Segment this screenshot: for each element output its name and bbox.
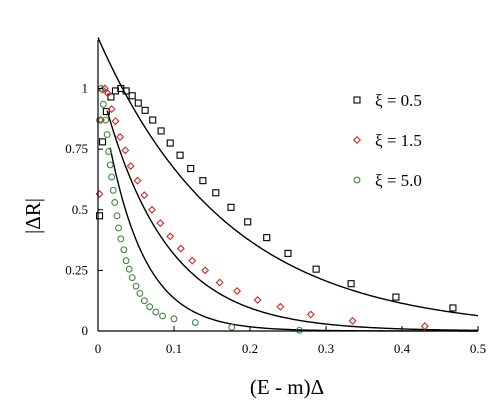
data-point-square — [122, 87, 130, 95]
data-point-square — [157, 127, 165, 135]
data-point-square — [199, 177, 207, 185]
data-point-diamond — [95, 190, 104, 198]
legend-label: ξ = 0.5 — [375, 91, 422, 110]
x-tick-label: 0.1 — [166, 341, 182, 356]
data-point-square — [111, 87, 120, 95]
data-point-diamond — [233, 287, 242, 295]
data-point-circle — [170, 315, 178, 323]
y-axis-label: |ΔR| — [21, 198, 45, 234]
data-point-diamond — [276, 302, 285, 311]
data-point-circle — [102, 116, 110, 124]
data-point-diamond — [107, 105, 116, 114]
data-point-square — [99, 138, 107, 146]
data-point-square — [95, 212, 104, 220]
data-point-diamond — [420, 322, 429, 331]
fit-curve — [109, 147, 478, 332]
data-point-diamond — [253, 295, 262, 304]
data-point-diamond — [100, 84, 109, 93]
data-point-circle — [295, 326, 303, 334]
data-point-circle — [146, 303, 154, 311]
data-point-square — [166, 139, 174, 147]
data-point-circle — [152, 308, 160, 316]
x-tick-label: 0.3 — [318, 341, 334, 356]
data-point-square — [149, 116, 157, 124]
data-point-diamond — [133, 176, 142, 185]
x-axis-label: (E - m)Δ — [250, 375, 324, 399]
y-tick-label: 0 — [82, 323, 89, 338]
data-point-diamond — [215, 278, 224, 287]
y-tick-label: 0.75 — [65, 141, 88, 156]
data-point-diamond — [348, 316, 357, 325]
data-point-square — [128, 92, 136, 100]
data-point-diamond — [306, 310, 315, 319]
data-point-diamond — [166, 232, 175, 241]
data-point-diamond — [103, 89, 112, 98]
legend: ξ = 0.5 ξ = 1.5 ξ = 5.0 — [353, 91, 422, 190]
data-point-circle — [228, 323, 236, 331]
data-point-square — [392, 293, 400, 301]
data-point-circle — [125, 265, 133, 273]
data-point-diamond — [126, 162, 135, 171]
y-tick-label: 0.25 — [65, 262, 88, 277]
data-points — [95, 84, 457, 334]
data-point-circle — [128, 274, 136, 282]
data-point-circle — [111, 199, 119, 206]
data-point-square — [284, 249, 292, 257]
legend-label: ξ = 1.5 — [375, 131, 422, 150]
data-point-square — [312, 265, 320, 273]
data-point-circle — [106, 161, 114, 169]
legend-marker-circle — [353, 176, 361, 184]
data-point-circle — [136, 289, 144, 297]
data-point-circle — [117, 235, 125, 243]
data-point-diamond — [147, 205, 156, 214]
legend-marker-square — [353, 96, 361, 104]
data-point-circle — [132, 282, 140, 290]
data-point-square — [244, 218, 252, 226]
data-point-square — [102, 107, 110, 116]
data-point-circle — [103, 131, 111, 139]
data-point-circle — [108, 173, 116, 181]
data-point-circle — [122, 257, 130, 265]
x-tick-label: 0.2 — [242, 341, 258, 356]
data-point-square — [176, 151, 184, 159]
data-point-diamond — [121, 146, 130, 155]
data-point-diamond — [111, 117, 120, 126]
data-point-square — [449, 304, 457, 312]
fit-curve — [106, 110, 479, 332]
data-point-diamond — [116, 133, 125, 141]
data-point-square — [212, 189, 220, 197]
data-point-circle — [191, 319, 199, 326]
data-point-diamond — [140, 191, 149, 200]
y-tick-label: 0.5 — [72, 202, 88, 217]
x-tick-label: 0.4 — [394, 341, 411, 356]
y-tick-label: 1 — [82, 81, 89, 96]
data-point-diamond — [156, 219, 165, 228]
data-point-circle — [105, 148, 113, 156]
ticks: 0 0.1 0.2 0.3 0.4 0.5 0 0.25 0.5 0.75 1 — [65, 81, 486, 357]
legend-marker-diamond — [353, 136, 361, 144]
data-point-diamond — [201, 266, 210, 275]
data-point-circle — [109, 186, 117, 194]
data-point-circle — [99, 100, 107, 108]
data-point-square — [347, 280, 355, 288]
legend-label: ξ = 5.0 — [375, 171, 422, 190]
fit-curve — [97, 37, 479, 317]
data-point-circle — [120, 246, 128, 254]
data-point-square — [134, 99, 142, 107]
data-point-square — [227, 203, 235, 211]
data-point-square — [117, 84, 125, 93]
data-point-diamond — [188, 256, 197, 265]
data-point-circle — [113, 212, 121, 220]
x-tick-label: 0 — [95, 341, 102, 356]
data-point-circle — [159, 312, 167, 320]
data-point-square — [263, 234, 271, 242]
data-point-diamond — [176, 244, 185, 253]
data-point-circle — [115, 224, 122, 232]
data-point-square — [141, 106, 149, 114]
data-point-square — [187, 164, 195, 173]
x-tick-label: 0.5 — [470, 341, 486, 356]
data-point-circle — [140, 297, 148, 305]
